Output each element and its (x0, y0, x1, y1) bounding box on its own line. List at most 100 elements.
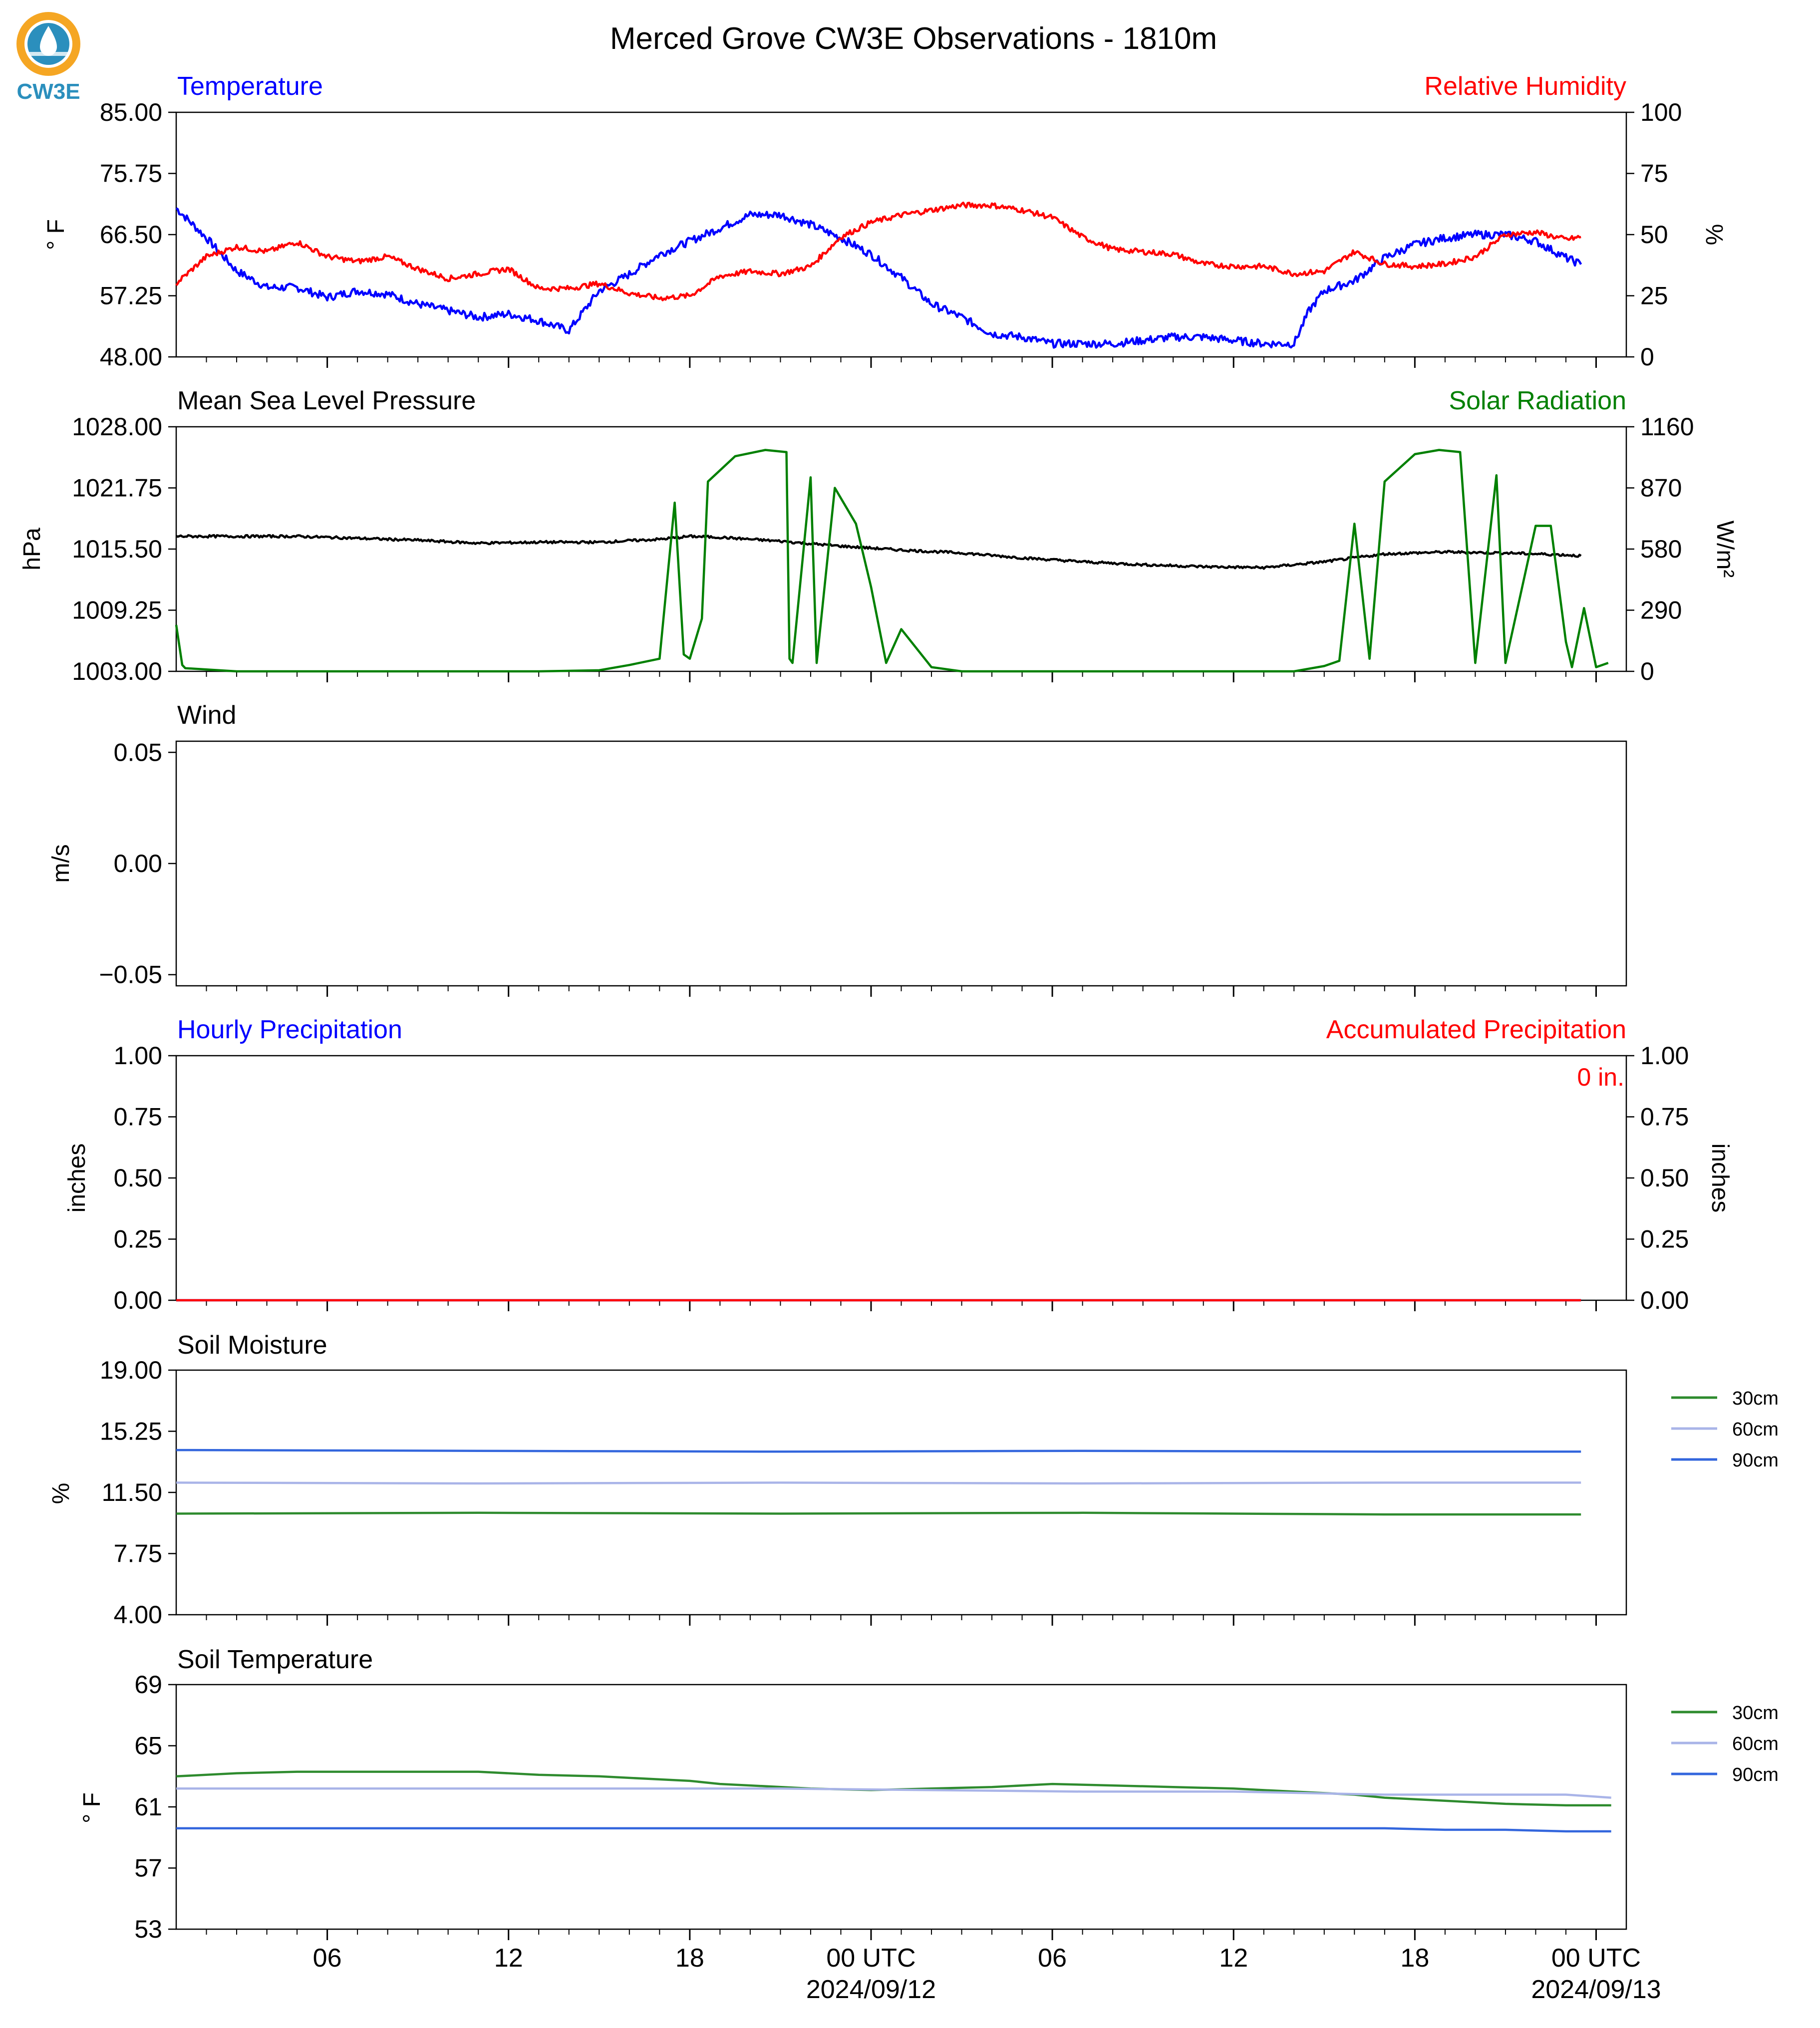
y-tick-label-soil_temp: 57 (134, 1854, 162, 1882)
y2-tick-label-pressure: 580 (1640, 535, 1682, 563)
y-tick-label-temperature: 66.50 (100, 221, 162, 249)
x-date-label: 2024/09/13 (1531, 1975, 1661, 2004)
y2-tick-label-pressure: 290 (1640, 596, 1682, 624)
accum-precip-label: Accumulated Precipitation (1326, 1015, 1626, 1044)
y-tick-label-soil_temp: 61 (134, 1793, 162, 1821)
y2-tick-label-temperature: 0 (1640, 343, 1654, 371)
y2-tick-label-precip: 0.50 (1640, 1164, 1689, 1192)
series-line-soil_temp-2 (176, 1827, 1611, 1833)
series-line-soil_moisture-0 (176, 1511, 1581, 1516)
solar-unit: W/m² (1712, 521, 1738, 578)
series-line-pressure-0 (175, 534, 1582, 570)
humidity-label: Relative Humidity (1424, 72, 1626, 101)
x-tick-label: 12 (1219, 1944, 1248, 1973)
logo-ring-icon (16, 12, 80, 76)
y-tick-label-wind: 0.00 (114, 850, 162, 877)
y2-tick-label-temperature: 100 (1640, 98, 1682, 126)
y2-tick-label-temperature: 50 (1640, 221, 1668, 249)
y-tick-label-wind: 0.05 (114, 738, 162, 766)
y-tick-label-pressure: 1021.75 (72, 474, 162, 502)
y2-tick-label-temperature: 75 (1640, 160, 1668, 188)
x-tick-label: 00 UTC (1551, 1944, 1641, 1973)
temperature-label: Temperature (177, 72, 323, 101)
y2-tick-label-pressure: 870 (1640, 474, 1682, 502)
panel-frame-precip (175, 1055, 1627, 1301)
series-line-soil_moisture-1 (176, 1481, 1581, 1485)
y-tick-label-wind: −0.05 (99, 961, 162, 989)
figure-title: Merced Grove CW3E Observations - 1810m (610, 21, 1217, 56)
y-tick-label-precip: 0.50 (114, 1164, 162, 1192)
hourly-precip-label: Hourly Precipitation (177, 1015, 402, 1044)
soil-temp-label: Soil Temperature (177, 1645, 373, 1674)
y-tick-label-soil_moisture: 19.00 (100, 1356, 162, 1384)
x-tick-label: 00 UTC (826, 1944, 915, 1973)
soil-moisture-unit: % (48, 1483, 74, 1504)
y-tick-label-soil_temp: 53 (134, 1915, 162, 1943)
y2-tick-label-precip: 0.25 (1640, 1225, 1689, 1253)
y-tick-label-precip: 0.25 (114, 1225, 162, 1253)
y-tick-label-soil_moisture: 4.00 (114, 1601, 162, 1629)
y2-tick-label-pressure: 0 (1640, 657, 1654, 685)
cw3e-logo: CW3E (16, 12, 80, 104)
panel-frame-soil_temp (175, 1684, 1627, 1930)
y-tick-label-soil_moisture: 15.25 (100, 1418, 162, 1446)
y-tick-label-precip: 0.00 (114, 1286, 162, 1314)
series-line-soil_moisture-2 (176, 1449, 1581, 1453)
logo-drop-icon (40, 26, 57, 56)
logo-wave-icon (29, 52, 68, 56)
y-tick-label-temperature: 48.00 (100, 343, 162, 371)
y2-tick-label-precip: 0.75 (1640, 1103, 1689, 1131)
y-tick-label-soil_moisture: 7.75 (114, 1540, 162, 1568)
accum-precip-value: 0 in. (1577, 1063, 1624, 1091)
y-tick-label-temperature: 75.75 (100, 160, 162, 188)
legend-label-90cm: 90cm (1732, 1450, 1779, 1471)
x-tick-label: 18 (675, 1944, 704, 1973)
y2-tick-label-precip: 1.00 (1640, 1042, 1689, 1070)
y-tick-label-soil_temp: 65 (134, 1732, 162, 1760)
legend-label-60cm: 60cm (1732, 1419, 1779, 1440)
x-tick-label: 12 (494, 1944, 523, 1973)
solar-label: Solar Radiation (1449, 386, 1626, 415)
panel-frame-soil_moisture (175, 1369, 1627, 1616)
pressure-unit: hPa (19, 528, 45, 571)
precip-left-unit: inches (64, 1144, 90, 1213)
soil-moisture-label: Soil Moisture (177, 1331, 327, 1360)
x-tick-label: 06 (313, 1944, 342, 1973)
panel-frame-temperature (175, 111, 1627, 358)
series-line-soil_temp-0 (176, 1770, 1611, 1807)
soil-temp-unit: ° F (79, 1792, 105, 1823)
wind-label: Wind (177, 701, 236, 730)
x-date-label: 2024/09/12 (806, 1975, 936, 2004)
y-tick-label-soil_temp: 69 (134, 1671, 162, 1699)
x-tick-label: 18 (1400, 1944, 1429, 1973)
pressure-label: Mean Sea Level Pressure (177, 386, 476, 415)
panel-frame-wind (175, 740, 1627, 987)
legend-label-30cm: 30cm (1732, 1703, 1779, 1724)
y2-tick-label-pressure: 1160 (1640, 413, 1694, 441)
series-line-temperature-0 (175, 207, 1582, 349)
series-line-pressure-1 (175, 449, 1609, 673)
plot-area: 85.00 75.75 66.50 57.25 48.00 100 75 50 25 0 1028.… (72, 98, 1779, 2004)
y-tick-label-precip: 0.75 (114, 1103, 162, 1131)
y-tick-label-pressure: 1003.00 (72, 657, 162, 685)
y2-tick-label-temperature: 25 (1640, 282, 1668, 310)
x-tick-label: 06 (1038, 1944, 1067, 1973)
y-tick-label-temperature: 57.25 (100, 282, 162, 310)
y-tick-label-precip: 1.00 (114, 1042, 162, 1070)
precip-right-unit: inches (1707, 1144, 1733, 1213)
y-tick-label-pressure: 1009.25 (72, 596, 162, 624)
legend-label-90cm: 90cm (1732, 1764, 1779, 1785)
temperature-unit: ° F (43, 219, 69, 250)
humidity-unit: % (1701, 224, 1727, 246)
series-line-soil_temp-1 (176, 1787, 1611, 1799)
y-tick-label-pressure: 1015.50 (72, 535, 162, 563)
y-tick-label-soil_moisture: 11.50 (102, 1478, 162, 1506)
series-line-temperature-1 (175, 201, 1581, 301)
legend-label-60cm: 60cm (1732, 1734, 1779, 1754)
logo-text: CW3E (16, 79, 80, 104)
y-tick-label-temperature: 85.00 (100, 98, 162, 126)
wind-unit: m/s (48, 844, 74, 882)
legend-label-30cm: 30cm (1732, 1388, 1779, 1409)
y2-tick-label-precip: 0.00 (1640, 1286, 1689, 1314)
